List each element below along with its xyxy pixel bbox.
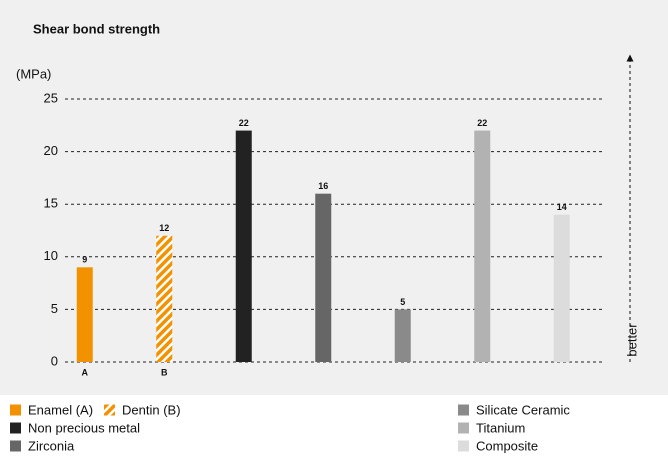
bar (156, 235, 173, 362)
legend-label: Titanium (476, 420, 525, 435)
legend-swatch (458, 440, 469, 452)
bar (553, 214, 570, 362)
y-axis-label: (MPa) (16, 66, 51, 81)
legend-swatch (104, 404, 115, 416)
value-label: 14 (557, 202, 567, 212)
value-label: 5 (400, 297, 405, 307)
legend-label: Zirconia (28, 438, 75, 453)
legend-swatch (458, 422, 469, 434)
legend-label: Non precious metal (28, 420, 140, 435)
legend-swatch (10, 422, 21, 434)
y-tick-label: 20 (44, 143, 58, 158)
legend-swatch (10, 440, 21, 452)
value-label: 22 (239, 118, 249, 128)
legend-label: Silicate Ceramic (476, 402, 570, 417)
x-tick-label: B (161, 367, 168, 377)
y-tick-label: 10 (44, 248, 58, 263)
legend-label: Composite (476, 438, 538, 453)
value-label: 16 (318, 181, 328, 191)
value-label: 22 (477, 118, 487, 128)
legend-label: Enamel (A) (28, 402, 93, 417)
x-tick-label: A (82, 367, 89, 377)
y-tick-label: 0 (51, 353, 58, 368)
value-label: 9 (82, 255, 87, 265)
bar (76, 267, 93, 362)
y-tick-label: 5 (51, 301, 58, 316)
bar (394, 309, 411, 362)
y-tick-label: 25 (44, 90, 58, 105)
legend-swatch (10, 404, 21, 416)
legend-label: Dentin (B) (122, 402, 181, 417)
value-label: 12 (159, 223, 169, 233)
annotation: better (624, 323, 639, 357)
bar (315, 193, 332, 362)
bar (235, 130, 252, 362)
chart-title: Shear bond strength (33, 21, 160, 36)
legend-swatch (458, 404, 469, 416)
bar (474, 130, 491, 362)
y-tick-label: 15 (44, 196, 58, 211)
